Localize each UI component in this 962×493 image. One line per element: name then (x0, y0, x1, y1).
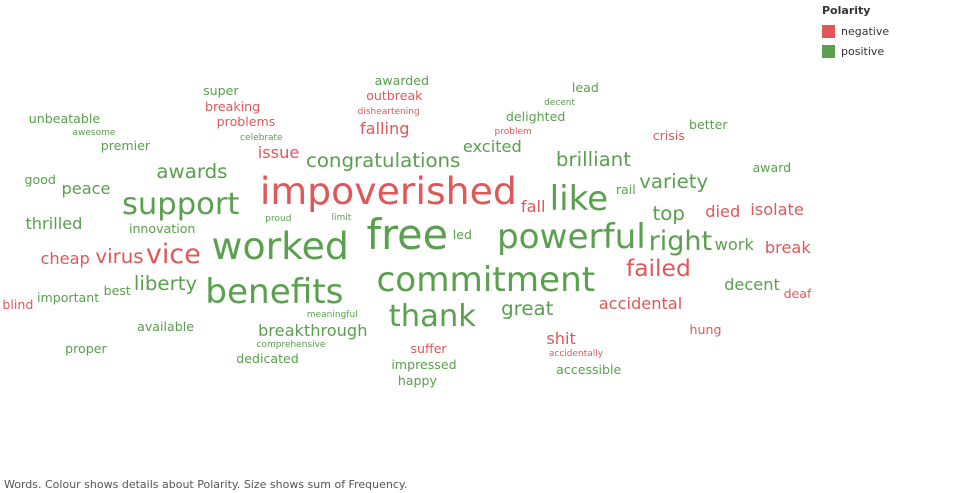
word-vice: vice (145, 238, 201, 270)
word-right: right (648, 226, 713, 258)
word-delighted: delighted (505, 108, 566, 124)
legend-swatch-negative (822, 24, 835, 38)
word-comprehensive: comprehensive (256, 339, 326, 350)
word-cheap: cheap (40, 249, 90, 269)
word-proper: proper (65, 341, 107, 357)
word-impoverished: impoverished (259, 169, 517, 214)
word-accidentally: accidentally (548, 349, 604, 360)
word-free: free (366, 210, 449, 259)
legend-label-negative: negative (841, 24, 890, 38)
word-died: died (705, 201, 741, 221)
legend-title: Polarity (822, 4, 871, 17)
word-accessible: accessible (556, 361, 622, 377)
word-liberty: liberty (133, 271, 198, 295)
word-available: available (137, 319, 194, 335)
word-limit: limit (331, 212, 352, 223)
word-hung: hung (689, 321, 722, 337)
word-top: top (652, 202, 685, 226)
word-innovation: innovation (128, 221, 196, 237)
word-breakthrough: breakthrough (258, 320, 368, 340)
word-cloud: free impoverished worked powerful commitment… (0, 40, 815, 430)
word-virus: virus (95, 244, 144, 268)
word-proud: proud (265, 214, 292, 225)
chart-caption: Words. Colour shows details about Polari… (4, 478, 408, 491)
word-like: like (549, 178, 609, 219)
word-great: great (501, 297, 554, 321)
word-variety: variety (639, 170, 709, 194)
word-commitment: commitment (376, 259, 596, 300)
word-happy: happy (397, 372, 437, 388)
word-awarded: awarded (374, 72, 430, 88)
word-accidental: accidental (598, 294, 683, 314)
word-decent: decent (544, 97, 576, 108)
legend-label-positive: positive (841, 44, 885, 58)
word-awards: awards (156, 159, 228, 183)
word-super: super (203, 83, 239, 99)
word-support: support (121, 186, 240, 222)
legend-item-negative[interactable]: negative (822, 21, 958, 41)
word-outbreak: outbreak (366, 88, 423, 104)
word-powerful: powerful (496, 217, 646, 258)
word-better: better (688, 117, 728, 132)
word-deaf: deaf (783, 285, 812, 301)
word-problems: problems (216, 114, 276, 130)
word-crisis: crisis (652, 128, 685, 144)
word-suffer: suffer (410, 340, 447, 356)
word-worked: worked (211, 223, 349, 268)
word-excited: excited (462, 136, 522, 156)
word-fall: fall (520, 197, 546, 217)
word-failed: failed (625, 254, 691, 283)
word-awesome: awesome (72, 127, 116, 138)
word-work: work (714, 234, 754, 254)
word-disheartening: disheartening (357, 107, 420, 118)
word-best: best (103, 282, 131, 298)
word-premier: premier (100, 137, 151, 153)
word-thank: thank (388, 298, 476, 334)
word-problem: problem (494, 126, 532, 137)
word-congratulations: congratulations (305, 148, 461, 172)
word-award: award (752, 159, 792, 175)
word-rail: rail (615, 181, 636, 197)
word-peace: peace (61, 178, 111, 198)
word-dedicated: dedicated (236, 351, 299, 367)
word-issue: issue (257, 143, 300, 163)
word-breaking: breaking (205, 98, 261, 114)
legend-swatch-positive (822, 44, 835, 58)
word-unbeatable: unbeatable (28, 111, 101, 127)
legend: Polarity negative positive (822, 4, 958, 61)
word-impressed: impressed (391, 356, 457, 372)
word-falling: falling (359, 118, 410, 138)
word-lead: lead (571, 80, 599, 96)
word-important: important (36, 290, 100, 306)
word-meaningful: meaningful (306, 310, 358, 321)
word-isolate: isolate (750, 199, 804, 219)
word-decent: decent (724, 275, 780, 295)
word-led: led (452, 226, 472, 242)
word-blind: blind (2, 296, 34, 312)
word-celebrate: celebrate (240, 132, 283, 143)
word-benefits: benefits (205, 271, 344, 312)
word-brilliant: brilliant (555, 147, 631, 171)
legend-item-positive[interactable]: positive (822, 41, 958, 61)
word-break: break (764, 238, 811, 258)
word-shit: shit (546, 329, 576, 349)
word-thrilled: thrilled (25, 213, 83, 233)
word-good: good (24, 171, 56, 187)
